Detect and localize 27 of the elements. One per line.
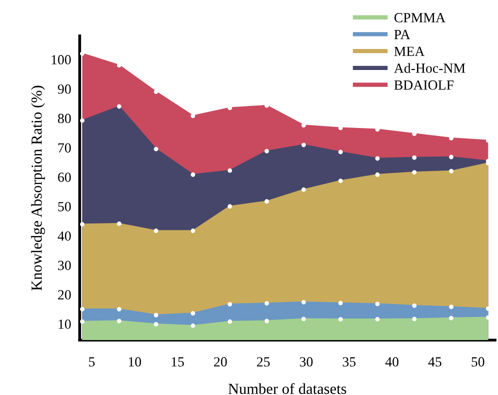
x-tick-label: 35 — [342, 357, 356, 367]
y-axis-title: Knowledge Absorption Ratio (%) — [31, 86, 45, 290]
x-tick-label: 45 — [428, 357, 442, 367]
legend-label: PA — [394, 30, 410, 40]
y-tick-label: 80 — [58, 114, 71, 124]
y-tick-label: 20 — [58, 290, 71, 300]
x-tick-label: 25 — [256, 357, 270, 367]
x-tick-label: 50 — [472, 357, 484, 367]
x-tick-label: 15 — [172, 357, 184, 367]
y-tick-label: 70 — [58, 143, 71, 153]
legend-label: MEA — [394, 46, 425, 56]
y-tick-label: 10 — [58, 320, 71, 329]
y-tick-label: 30 — [58, 260, 71, 270]
x-tick-label: 5 — [89, 357, 95, 367]
y-tick-label: 60 — [58, 172, 71, 182]
x-tick-label: 40 — [385, 357, 398, 367]
x-tick-label: 30 — [300, 357, 313, 367]
legend-label: BDAIOLF — [394, 80, 454, 90]
y-tick-label: 90 — [58, 84, 71, 94]
y-tick-label: 40 — [58, 231, 71, 241]
y-tick-label: 50 — [58, 202, 71, 212]
x-tick-label: 10 — [128, 357, 142, 367]
y-tick-label: 100 — [52, 55, 71, 64]
legend-label: CPMMA — [394, 13, 446, 22]
legend-label: Ad-Hoc-NM — [394, 63, 466, 73]
x-tick-label: 20 — [214, 357, 227, 367]
x-axis-title: Number of datasets — [228, 383, 346, 394]
